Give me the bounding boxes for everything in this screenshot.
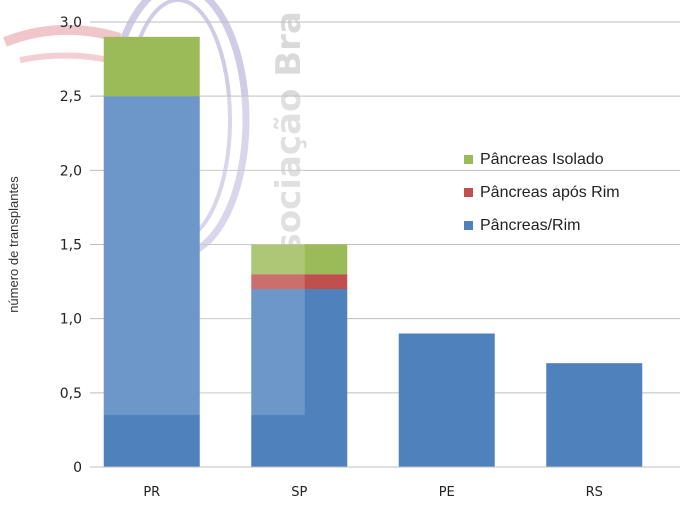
- y-tick-label: 1,0: [60, 312, 82, 328]
- bar-pr-series-2: [103, 36, 200, 97]
- bar-sp-series-2: [251, 244, 348, 275]
- watermark-arc-red: [3, 24, 122, 47]
- legend-label: Pâncreas/Rim: [480, 217, 580, 234]
- x-tick-label: RS: [586, 485, 603, 500]
- y-tick-label: 2,0: [60, 163, 82, 179]
- x-tick-label: SP: [291, 485, 307, 500]
- y-tick-label: 1,5: [60, 238, 82, 254]
- legend-swatch: [464, 155, 473, 164]
- y-tick-label: 0: [73, 460, 82, 476]
- bar-rs-series-0: [546, 363, 643, 467]
- legend-label: Pâncreas Isolado: [480, 151, 604, 168]
- x-tick-labels: PR SP PE RS: [143, 485, 603, 500]
- bar-sp-series-1: [251, 274, 348, 289]
- legend-swatch: [464, 221, 473, 230]
- legend-label: Pâncreas após Rim: [480, 184, 620, 201]
- watermark-overlay: [103, 96, 305, 416]
- y-tick-label: 0,5: [60, 386, 82, 402]
- y-tick-label: 3,0: [60, 15, 82, 31]
- legend: Pâncreas Isolado Pâncreas após Rim Pâncrea…: [464, 151, 620, 234]
- y-tick-labels: 0 0,5 1,0 1,5 2,0 2,5 3,0: [60, 15, 82, 476]
- bar-sp-series-0: [251, 289, 348, 467]
- x-tick-label: PR: [143, 485, 160, 500]
- y-tick-label: 2,5: [60, 89, 82, 105]
- watermark-arc-red-2: [19, 52, 119, 65]
- bar-pe-series-0: [398, 333, 495, 467]
- y-axis-label: número de transplantes: [6, 176, 21, 313]
- legend-swatch: [464, 188, 473, 197]
- bar-pr-series-0: [103, 96, 200, 468]
- bars: [103, 36, 643, 468]
- x-tick-label: PE: [439, 485, 455, 500]
